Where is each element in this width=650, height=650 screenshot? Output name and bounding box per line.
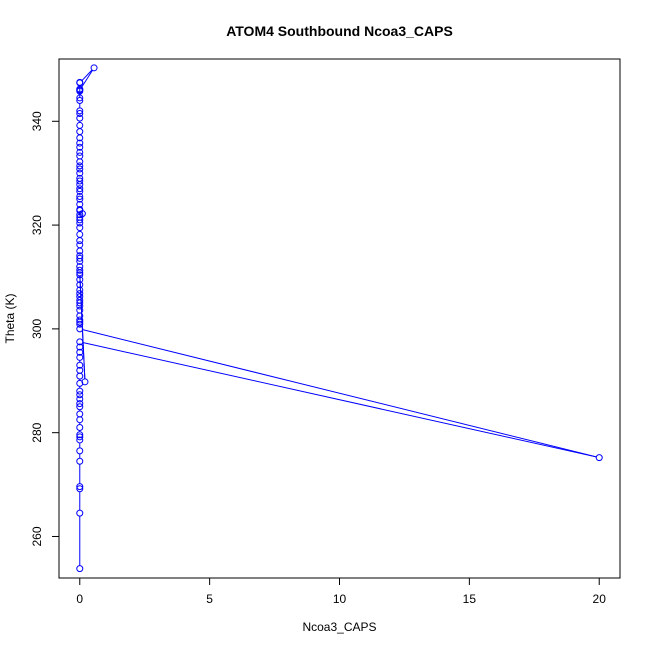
data-point (76, 276, 84, 284)
data-point (76, 174, 84, 182)
data-point (76, 177, 84, 185)
y-tick-label: 300 (30, 319, 44, 339)
x-tick-label: 10 (333, 592, 347, 606)
data-point (76, 387, 84, 395)
data-point (76, 148, 84, 156)
data-point (76, 78, 84, 86)
x-tick-label: 15 (463, 592, 477, 606)
data-point (76, 281, 84, 289)
data-point (76, 391, 84, 399)
data-point (76, 306, 84, 314)
data-point (76, 290, 84, 298)
data-point (76, 296, 84, 304)
plot-box (58, 58, 621, 579)
data-point (76, 286, 84, 294)
data-point (76, 271, 84, 279)
data-point (76, 320, 84, 328)
chart-title: ATOM4 Southbound Ncoa3_CAPS (226, 23, 453, 39)
data-point (76, 230, 84, 238)
data-point (76, 252, 84, 260)
data-point (76, 395, 84, 403)
data-point (76, 416, 84, 424)
data-point (76, 200, 84, 208)
data-point (76, 128, 84, 136)
data-point (76, 187, 84, 195)
data-point (76, 400, 84, 408)
data-point (76, 206, 84, 214)
data-point (76, 348, 84, 356)
data-point (76, 193, 84, 201)
data-point (76, 338, 84, 346)
data-point (76, 143, 84, 151)
x-tick-label: 0 (76, 592, 83, 606)
data-point (76, 457, 84, 465)
x-tick-label: 5 (206, 592, 213, 606)
data-point (76, 431, 84, 439)
data-point (76, 185, 84, 193)
data-point (76, 158, 84, 166)
data-point (76, 410, 84, 418)
data-point (76, 485, 84, 493)
data-point (76, 97, 84, 105)
y-axis-label: Theta (K) (3, 293, 17, 343)
data-point (76, 366, 84, 374)
data-point (76, 107, 84, 115)
data-point (76, 266, 84, 274)
data-point (76, 254, 84, 262)
series-segment (80, 70, 93, 88)
data-point (76, 325, 84, 333)
data-point (76, 433, 84, 441)
y-axis: 260 280 300 320 340 (30, 111, 60, 546)
data-point (76, 86, 84, 94)
data-point (76, 224, 84, 232)
data-point (76, 237, 84, 245)
data-point (76, 509, 84, 517)
data-point (76, 436, 84, 444)
data-point (76, 109, 84, 117)
data-point (76, 316, 84, 324)
data-series (76, 64, 603, 573)
y-tick-label: 260 (30, 526, 44, 546)
data-point (76, 403, 84, 411)
series-segment (82, 342, 597, 458)
y-tick-label: 280 (30, 422, 44, 442)
data-point (76, 361, 84, 369)
series-segment (81, 69, 93, 82)
data-point (76, 343, 84, 351)
data-point (76, 165, 84, 173)
data-point (76, 114, 84, 122)
data-point (595, 454, 603, 462)
data-point (76, 216, 84, 224)
data-point (76, 565, 84, 573)
data-point (76, 169, 84, 177)
data-point (76, 483, 84, 491)
data-point (76, 94, 84, 102)
data-point (76, 372, 84, 380)
series-segment (82, 329, 597, 458)
data-point (76, 139, 84, 147)
data-point (76, 152, 84, 160)
x-tick-label: 20 (593, 592, 607, 606)
data-point (76, 241, 84, 249)
data-point (76, 195, 84, 203)
x-axis: 0 5 10 15 20 (76, 577, 607, 606)
data-point (90, 64, 98, 72)
data-point (76, 353, 84, 361)
y-tick-label: 320 (30, 215, 44, 235)
data-point (76, 121, 84, 129)
data-point (76, 263, 84, 271)
y-tick-label: 340 (30, 111, 44, 131)
data-point (76, 447, 84, 455)
data-point (81, 378, 89, 386)
data-point (76, 293, 84, 301)
data-point (76, 162, 84, 170)
data-point (76, 423, 84, 431)
x-axis-label: Ncoa3_CAPS (302, 620, 376, 634)
